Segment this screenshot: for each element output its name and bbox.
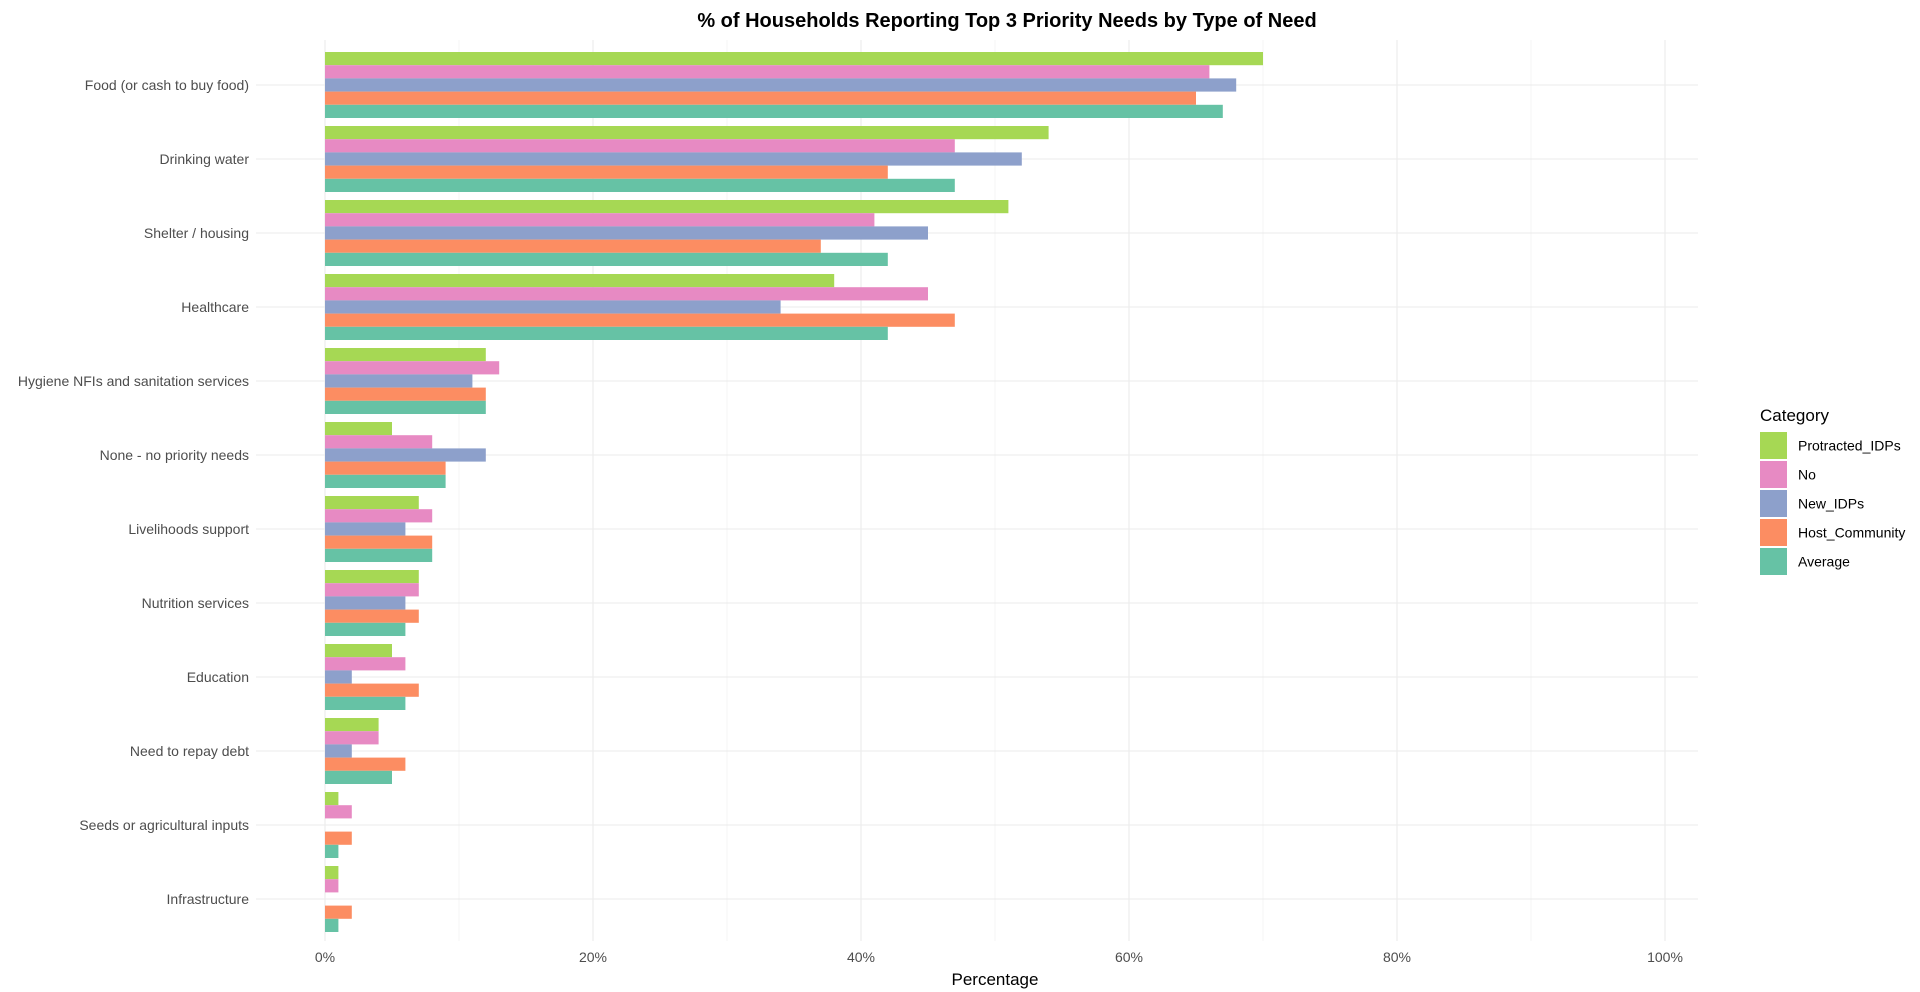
legend-items: Protracted_IDPs No New_IDPs Host_Community A… — [1760, 432, 1905, 575]
bar-host-community — [325, 683, 419, 697]
bar-average — [325, 548, 433, 562]
x-tick-label: 80% — [1383, 949, 1411, 965]
bar-no — [325, 731, 379, 745]
category-label: None - no priority needs — [100, 447, 249, 463]
legend-swatch — [1760, 519, 1787, 546]
x-tick-label: 40% — [847, 949, 875, 965]
bar-new-idps — [325, 374, 473, 388]
legend-swatch — [1760, 432, 1787, 459]
x-tick-label: 20% — [579, 949, 607, 965]
x-tick-label: 0% — [315, 949, 335, 965]
bar-new-idps — [325, 152, 1022, 166]
x-axis-title: Percentage — [952, 970, 1039, 989]
chart-title: % of Households Reporting Top 3 Priority… — [697, 10, 1316, 32]
bar-protracted-idps — [325, 422, 392, 436]
bar-host-community — [325, 387, 486, 401]
bar-host-community — [325, 535, 433, 549]
bar-no — [325, 65, 1210, 79]
bar-protracted-idps — [325, 792, 339, 806]
x-tick-label: 60% — [1115, 949, 1143, 965]
legend: Category Protracted_IDPs No New_IDPs Host_C… — [1760, 406, 1905, 575]
legend-label: Protracted_IDPs — [1798, 438, 1901, 454]
legend-swatch — [1760, 490, 1787, 517]
bar-average — [325, 770, 392, 784]
bar-host-community — [325, 905, 352, 919]
bar-average — [325, 622, 406, 636]
bar-protracted-idps — [325, 570, 419, 584]
bar-new-idps — [325, 226, 928, 240]
legend-label: Host_Community — [1798, 525, 1905, 541]
category-label: Healthcare — [181, 299, 249, 315]
bar-new-idps — [325, 448, 486, 462]
bar-average — [325, 104, 1223, 118]
bar-host-community — [325, 313, 955, 327]
bar-host-community — [325, 239, 821, 253]
bar-host-community — [325, 609, 419, 623]
bar-no — [325, 287, 928, 301]
category-label: Livelihoods support — [128, 521, 249, 537]
category-label: Infrastructure — [167, 891, 250, 907]
legend-swatch — [1760, 461, 1787, 488]
legend-label: Average — [1798, 554, 1850, 570]
bar-new-idps — [325, 522, 406, 536]
bar-average — [325, 326, 888, 340]
category-label: Food (or cash to buy food) — [85, 77, 249, 93]
category-label: Education — [187, 669, 249, 685]
legend-label: No — [1798, 467, 1816, 483]
legend-label: New_IDPs — [1798, 496, 1864, 512]
category-label: Seeds or agricultural inputs — [79, 817, 249, 833]
bar-no — [325, 435, 433, 449]
bar-average — [325, 252, 888, 266]
bar-no — [325, 509, 433, 523]
bar-host-community — [325, 461, 446, 475]
category-labels: Food (or cash to buy food) Drinking water… — [18, 77, 249, 907]
category-label: Nutrition services — [142, 595, 249, 611]
bar-new-idps — [325, 300, 781, 314]
bar-new-idps — [325, 744, 352, 758]
bar-protracted-idps — [325, 200, 1009, 214]
category-label: Hygiene NFIs and sanitation services — [18, 373, 249, 389]
legend-title: Category — [1760, 406, 1829, 425]
bar-protracted-idps — [325, 126, 1049, 140]
category-label: Need to repay debt — [130, 743, 249, 759]
bar-new-idps — [325, 670, 352, 684]
category-label: Drinking water — [160, 151, 250, 167]
bar-protracted-idps — [325, 718, 379, 732]
bar-no — [325, 583, 419, 597]
bar-average — [325, 400, 486, 414]
bar-no — [325, 879, 339, 893]
bar-no — [325, 361, 500, 375]
bar-protracted-idps — [325, 866, 339, 880]
bar-no — [325, 213, 875, 227]
bar-new-idps — [325, 596, 406, 610]
bar-no — [325, 139, 955, 153]
bar-average — [325, 474, 446, 488]
bar-no — [325, 805, 352, 819]
bar-average — [325, 696, 406, 710]
category-label: Shelter / housing — [144, 225, 249, 241]
bar-new-idps — [325, 78, 1237, 92]
bar-protracted-idps — [325, 52, 1263, 66]
bar-no — [325, 657, 406, 671]
bar-host-community — [325, 165, 888, 179]
bar-average — [325, 844, 339, 858]
bar-protracted-idps — [325, 274, 835, 288]
x-tick-labels: 0% 20% 40% 60% 80% 100% — [315, 949, 1683, 965]
bar-protracted-idps — [325, 644, 392, 658]
legend-swatch — [1760, 548, 1787, 575]
bar-host-community — [325, 91, 1196, 105]
bar-average — [325, 178, 955, 192]
bars — [325, 52, 1263, 932]
bar-host-community — [325, 757, 406, 771]
x-tick-label: 100% — [1647, 949, 1683, 965]
bar-protracted-idps — [325, 496, 419, 510]
bar-average — [325, 918, 339, 932]
bar-protracted-idps — [325, 348, 486, 362]
bar-host-community — [325, 831, 352, 845]
